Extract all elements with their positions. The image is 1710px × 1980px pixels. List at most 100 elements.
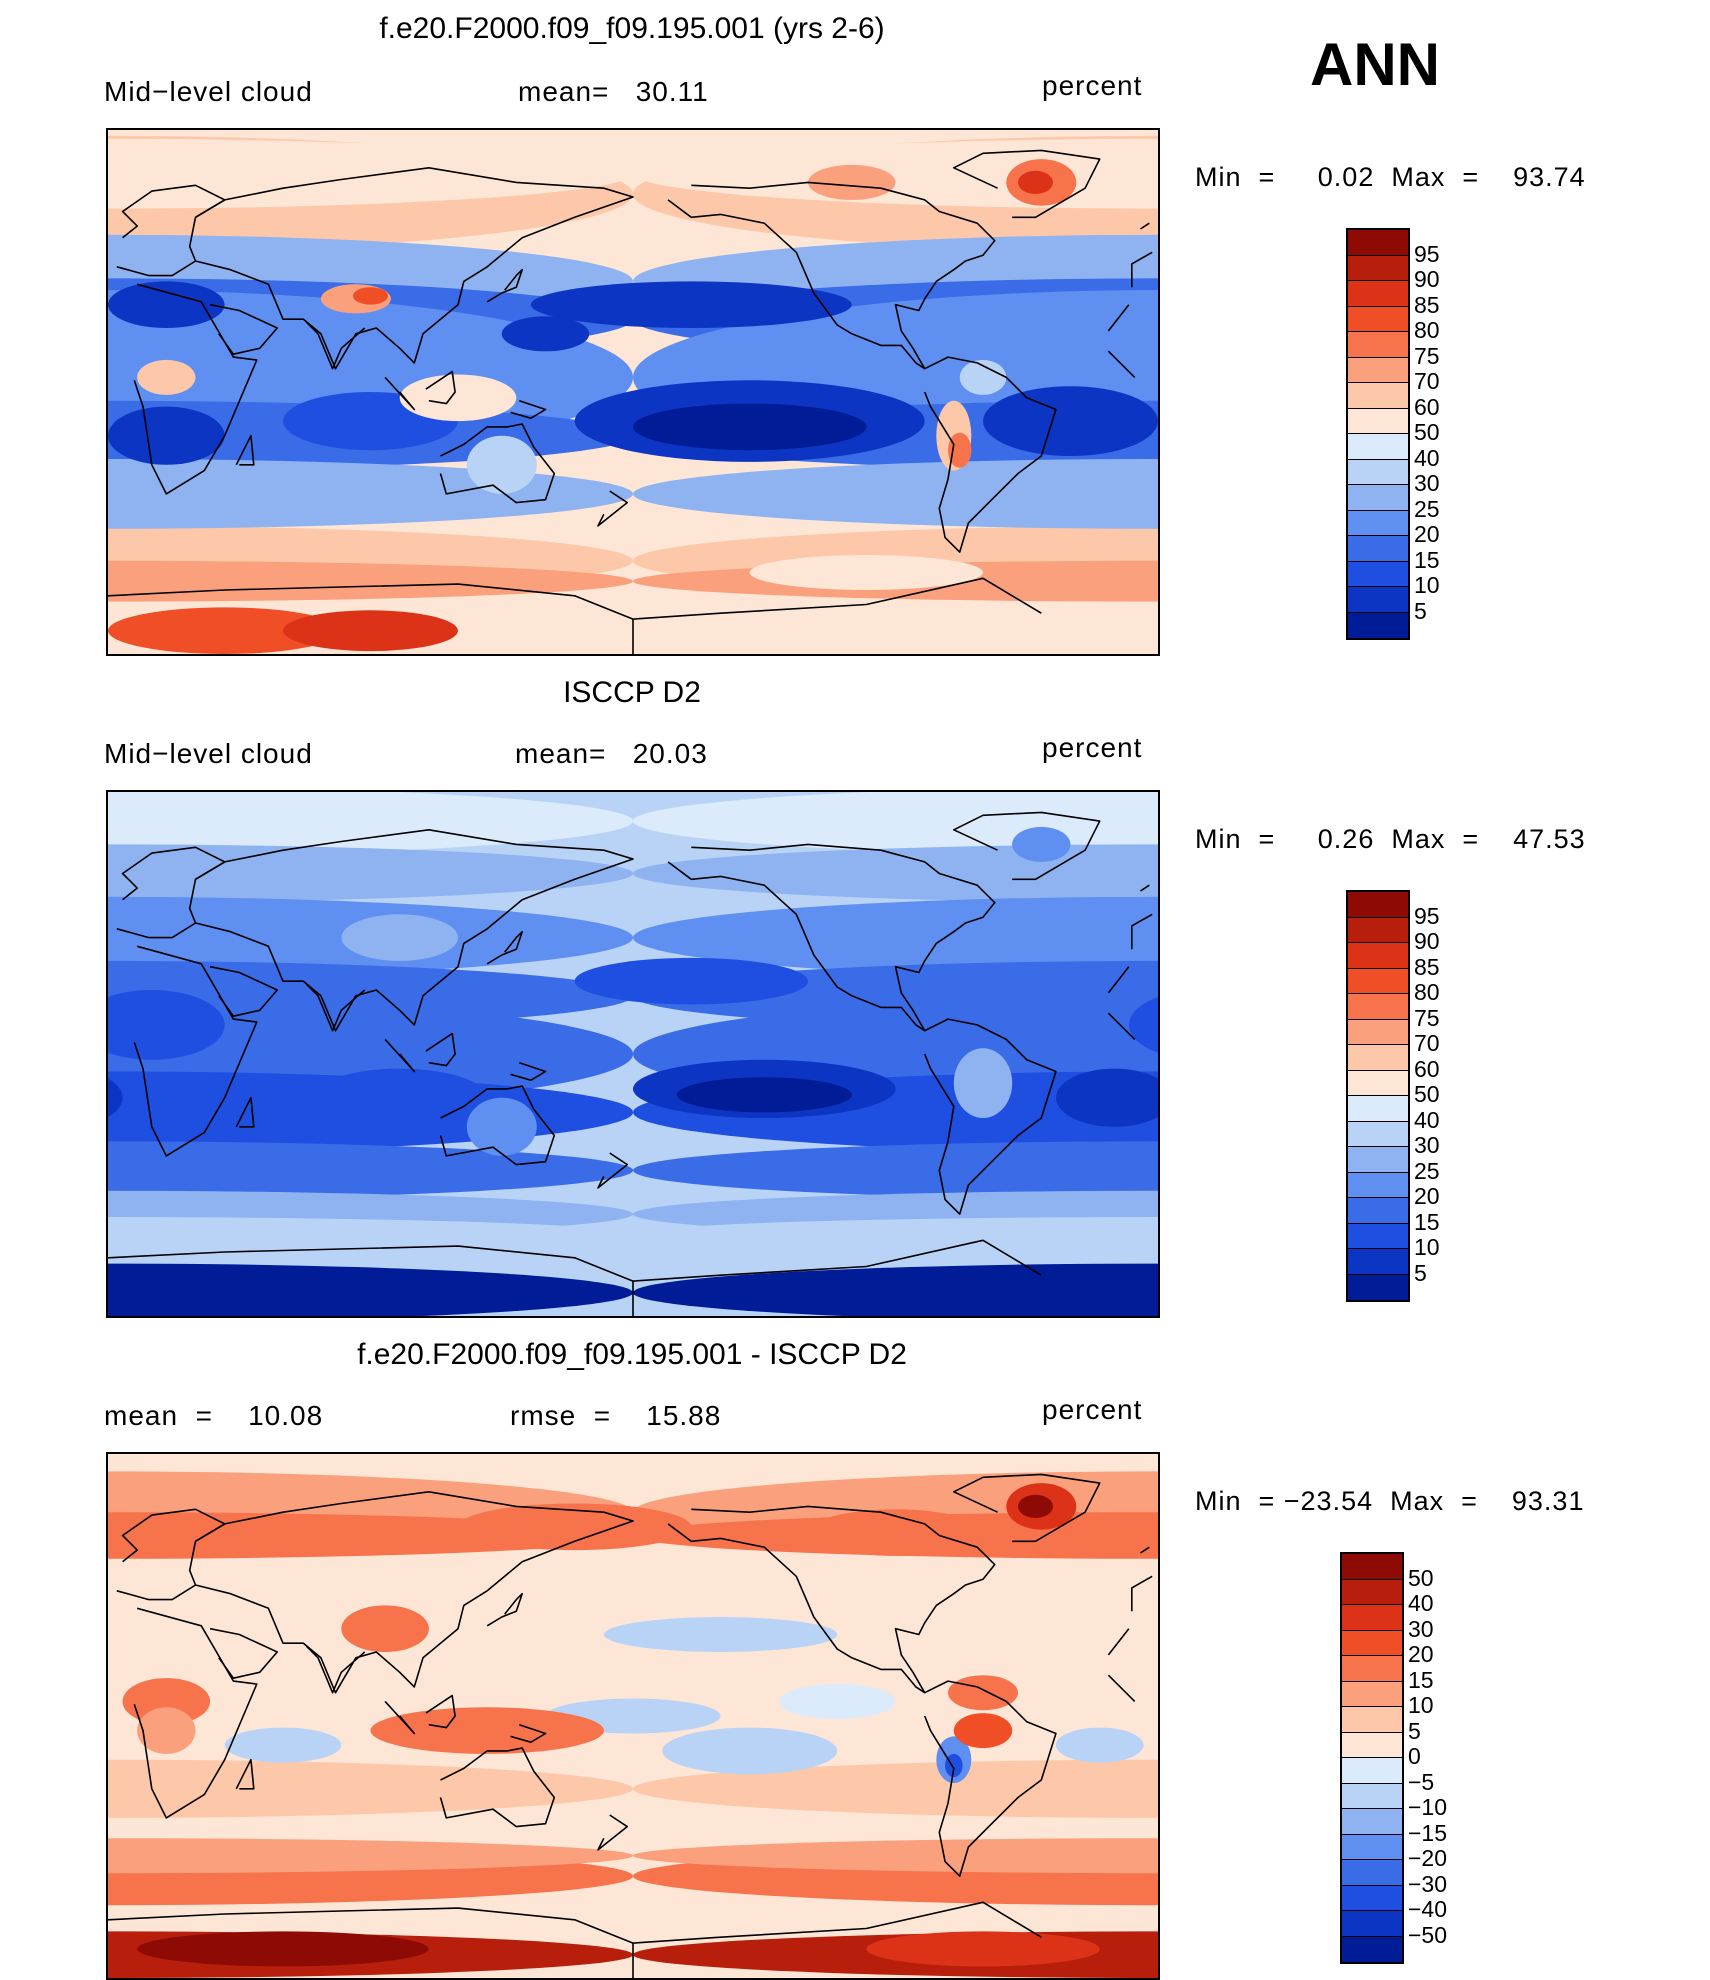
colorbar-tick-label: −15 [1408,1819,1448,1846]
variable-label: Mid−level cloud [104,738,313,769]
coastline [209,965,278,1017]
contour-region [633,1838,1158,1874]
contour-region [866,1931,1100,1967]
colorbar-swatch [1348,230,1408,256]
colorbar-swatch [1348,561,1408,587]
contour-region [1128,997,1158,1053]
colorbar-tick-label: 25 [1414,495,1440,522]
colorbar-swatch [1348,1096,1408,1122]
colorbar-swatch [1342,1809,1402,1835]
colorbar-tick-label: 10 [1414,1234,1440,1260]
colorbar-swatch [1348,510,1408,536]
contour-region [778,1683,896,1719]
colorbar-swatches [1346,890,1410,1302]
coastline [597,490,628,527]
contour-region [108,792,633,856]
contour-region [137,1931,429,1967]
coastline [510,1061,547,1081]
colorbar-tick-label: 60 [1414,1055,1440,1082]
colorbar-swatch [1348,1249,1408,1275]
contour-region [953,1048,1013,1118]
colorbar-tick-label: −40 [1408,1896,1448,1922]
colorbar-tick-label: 75 [1414,342,1440,369]
contour-fill [108,792,1158,1316]
contour-region [662,1727,838,1775]
coastline [597,1152,628,1189]
colorbar-tick-label: 20 [1414,1183,1440,1209]
contour-region [458,1503,692,1551]
contour-map [108,130,1158,654]
colorbar-swatch [1348,1198,1408,1224]
colorbar-tick-label: 15 [1414,546,1440,573]
contour-region [633,1263,1158,1316]
coastline [384,1700,416,1735]
coastlines [108,149,1153,654]
contour-region [633,459,1158,529]
colorbar-tick-label: 75 [1414,1004,1440,1031]
panel-title: ISCCP D2 [563,676,701,709]
colorbar-tick-label: 50 [1414,1081,1440,1107]
contour-region [948,432,972,468]
contour-region [808,164,896,200]
colorbar-swatch [1348,281,1408,307]
coastline [209,303,278,355]
units-label: percent [1042,70,1143,101]
coastline [425,1694,456,1729]
colorbar-swatch [1342,1681,1402,1707]
contour-region [1018,170,1053,194]
mean-label: mean= 20.03 [515,738,708,769]
coastline [923,1680,1057,1877]
colorbar-tick-label: 70 [1414,368,1440,394]
colorbar-tick-label: −50 [1408,1921,1448,1948]
colorbar-swatch [1348,1121,1408,1147]
colorbar-swatch [1342,1834,1402,1860]
min-max-label: Min = 0.26 Max = 47.53 [1195,824,1586,854]
coastline [667,843,996,1032]
colorbar-tick-label: 50 [1408,1564,1434,1591]
contour-region [370,1707,604,1754]
panel-title: f.e20.F2000.f09_f09.195.001 (yrs 2-6) [379,12,885,45]
min-max-label: Min = −23.54 Max = 93.31 [1195,1486,1585,1516]
colorbar-swatches [1346,228,1410,640]
min-max-label: Min = 0.02 Max = 93.74 [1195,162,1586,192]
coastline [108,1901,1042,1978]
map-diff [106,1452,1160,1980]
contour-region [399,374,517,422]
colorbar-swatch [1348,994,1408,1020]
coastline [133,1607,1136,1819]
colorbar-tick-label: 10 [1408,1692,1434,1718]
season-label: ANN [1310,31,1440,98]
contour-region [137,359,196,395]
contour-region [633,896,1158,979]
colorbar-swatch [1342,1605,1402,1631]
coastline [133,283,1136,495]
coastline [1140,222,1150,230]
panel-title: f.e20.F2000.f09_f09.195.001 - ISCCP D2 [357,1338,907,1371]
coastline [923,1018,1057,1215]
colorbar-tick-label: 15 [1408,1666,1434,1693]
contour-region [953,1713,1013,1749]
colorbar-tick-label: 30 [1408,1615,1434,1642]
colorbar-tick-label: 70 [1414,1030,1440,1056]
coastline [667,181,996,370]
contour-region [341,1605,429,1652]
colorbar-tick-label: 40 [1408,1590,1434,1616]
units-label: percent [1042,1394,1143,1425]
colorbar-tick-label: 90 [1414,928,1440,954]
coastline [133,945,1136,1157]
contour-region [808,1509,983,1556]
colorbar-swatch [1348,917,1408,943]
coastline [235,1096,255,1128]
contour-region [1012,826,1071,862]
colorbar-swatch [1348,1045,1408,1071]
colorbar-swatch [1348,1223,1408,1249]
colorbar-swatch [1348,306,1408,332]
coastline [953,1473,1101,1543]
coastline [235,434,255,466]
colorbar-swatch [1348,1019,1408,1045]
contour-region [108,1263,633,1316]
mean-label: mean = 10.08 [104,1400,324,1431]
colorbar-swatch [1342,1936,1402,1962]
coastline [667,1505,996,1694]
contour-region [122,1678,211,1725]
